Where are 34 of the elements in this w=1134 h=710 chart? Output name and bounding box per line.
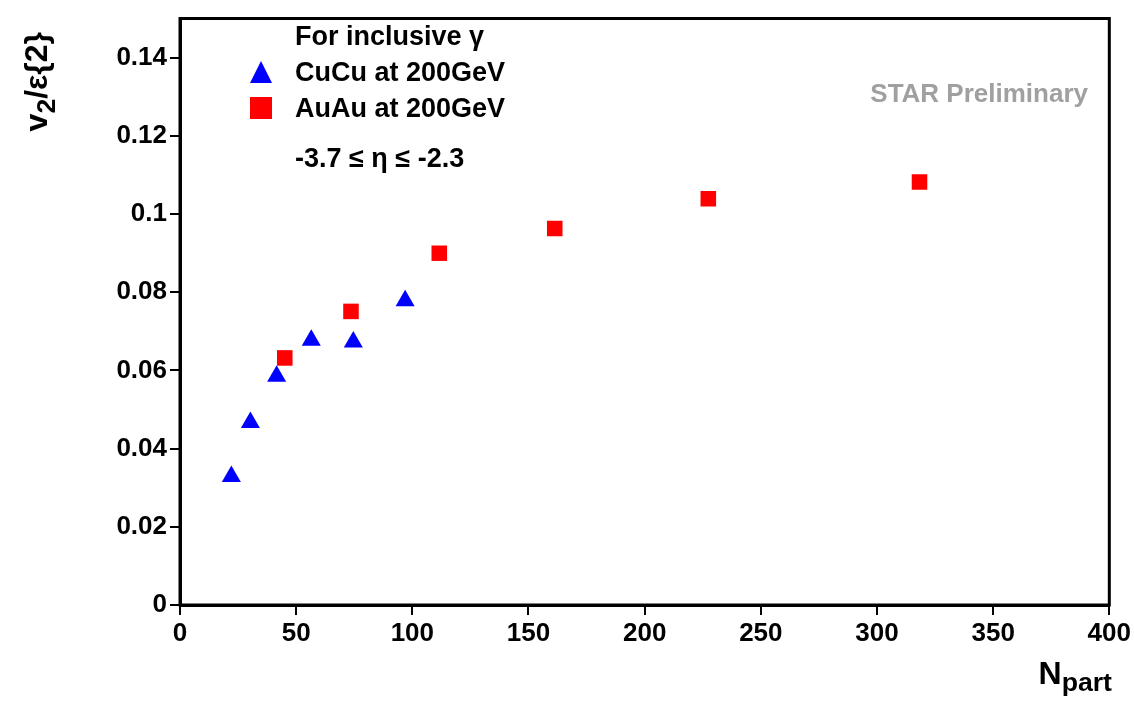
point <box>431 245 448 261</box>
x-axis-title: N$_{part}$ <box>1038 655 1112 699</box>
y-tick-label: 0.1 <box>130 197 167 228</box>
point <box>700 191 717 207</box>
y-tick-label: 0.14 <box>116 40 168 71</box>
x-tick-label: 350 <box>971 616 1015 647</box>
point <box>343 303 359 320</box>
y-tick-label: 0.12 <box>116 119 167 150</box>
point <box>546 220 563 237</box>
legend-label: CuCu at 200GeV <box>295 56 506 89</box>
x-tick-label: 250 <box>739 616 783 647</box>
y-tick-label: 0.02 <box>116 509 167 540</box>
annotation: STAR Preliminary <box>870 78 1088 109</box>
annotation: -3.7 ≤ η ≤ -2.3 <box>295 143 465 174</box>
x-tick-label: 100 <box>390 616 435 647</box>
y-tick-label: 0 <box>152 588 167 619</box>
x-tick-label: 400 <box>1087 616 1132 647</box>
point <box>240 411 260 428</box>
point <box>911 174 928 190</box>
point <box>395 289 415 307</box>
legend-title: For inclusive γ <box>294 20 486 53</box>
point <box>267 365 287 382</box>
x-tick-label: 200 <box>622 616 667 647</box>
y-tick-label: 0.04 <box>116 431 168 462</box>
x-tick-label: 300 <box>855 616 899 647</box>
y-tick-label: 0.08 <box>116 275 167 306</box>
x-tick-label: 50 <box>281 616 311 647</box>
point <box>301 329 321 346</box>
x-tick-label: 150 <box>506 616 551 647</box>
point <box>221 465 241 482</box>
point <box>343 330 363 348</box>
legend-label: AuAu at 200GeV <box>295 92 506 125</box>
x-tick-label: 0 <box>172 616 188 647</box>
y-tick-label: 0.06 <box>116 353 167 384</box>
